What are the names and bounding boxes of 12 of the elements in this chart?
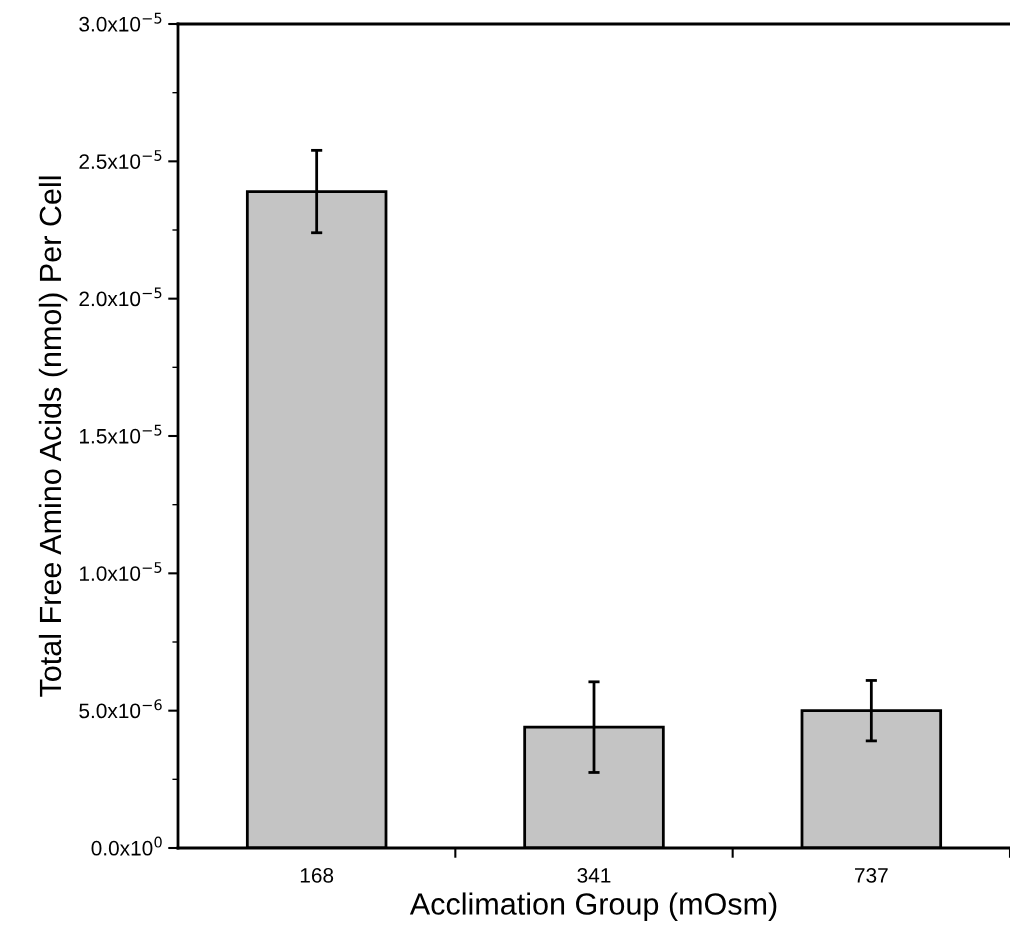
y-tick-label: 3.0x10$^{−5}$	[79, 12, 162, 32]
y-tick-label: 2.5x10$^{−5}$	[79, 150, 162, 169]
x-tick-label: 341	[577, 867, 611, 883]
y-tick-label: 1.0x10$^{−5}$	[80, 562, 162, 581]
x-axis-title: Acclimation Group (mOsm)	[409, 892, 777, 921]
y-tick-label: 1.5x10$^{−5}$	[80, 424, 162, 444]
y-axis-title: Total Free Amino Acids (nmol) Per Cell	[38, 176, 68, 697]
y-tick-label: 5.0x10$^{−6}$	[79, 699, 162, 719]
y-tick-label: 0.0x10$^{0}$	[91, 836, 162, 856]
x-tick-label: 737	[855, 867, 888, 883]
y-tick-label: 2.0x10$^{−5}$	[79, 287, 162, 307]
x-tick-label: 168	[300, 867, 334, 883]
